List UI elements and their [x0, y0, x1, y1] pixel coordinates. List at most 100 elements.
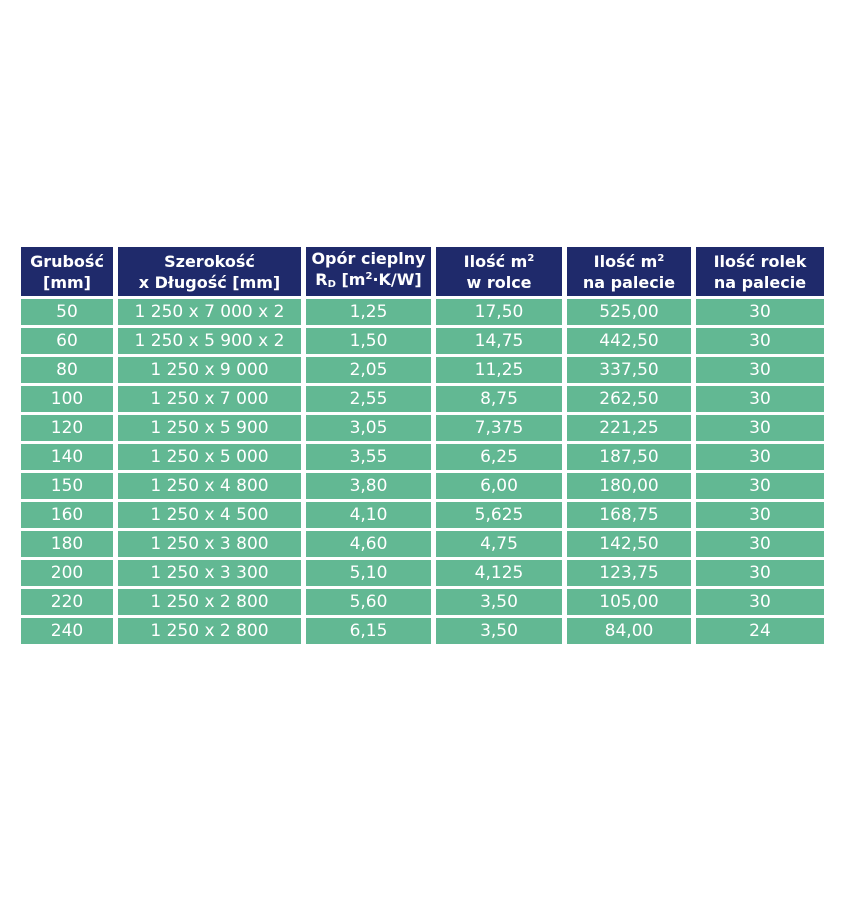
cell-thermal-resistance: 3,55 — [306, 444, 431, 470]
cell-thickness: 200 — [21, 560, 113, 586]
cell-thickness: 220 — [21, 589, 113, 615]
table-row: 50 1 250 x 7 000 x 2 1,25 17,50 525,00 30 — [21, 299, 824, 325]
table-row: 160 1 250 x 4 500 4,10 5,625 168,75 30 — [21, 502, 824, 528]
cell-rolls-per-pallet: 30 — [696, 415, 824, 441]
cell-thickness: 140 — [21, 444, 113, 470]
header-m2-per-roll: Ilość m2 w rolce — [436, 247, 562, 296]
cell-dimensions: 1 250 x 3 300 — [118, 560, 301, 586]
cell-thickness: 60 — [21, 328, 113, 354]
table-row: 240 1 250 x 2 800 6,15 3,50 84,00 24 — [21, 618, 824, 644]
cell-thermal-resistance: 5,10 — [306, 560, 431, 586]
table-row: 80 1 250 x 9 000 2,05 11,25 337,50 30 — [21, 357, 824, 383]
cell-dimensions: 1 250 x 4 500 — [118, 502, 301, 528]
header-dimensions: Szerokość x Długość [mm] — [118, 247, 301, 296]
header-text: Opór cieplny — [311, 249, 426, 268]
cell-dimensions: 1 250 x 5 000 — [118, 444, 301, 470]
cell-thickness: 180 — [21, 531, 113, 557]
cell-m2-per-pallet: 105,00 — [567, 589, 691, 615]
cell-rolls-per-pallet: 30 — [696, 560, 824, 586]
table-row: 220 1 250 x 2 800 5,60 3,50 105,00 30 — [21, 589, 824, 615]
cell-m2-per-roll: 11,25 — [436, 357, 562, 383]
cell-rolls-per-pallet: 24 — [696, 618, 824, 644]
header-text: Ilość m — [463, 251, 528, 271]
cell-dimensions: 1 250 x 9 000 — [118, 357, 301, 383]
cell-dimensions: 1 250 x 4 800 — [118, 473, 301, 499]
cell-m2-per-pallet: 221,25 — [567, 415, 691, 441]
cell-m2-per-roll: 6,00 — [436, 473, 562, 499]
header-rolls-per-pallet: Ilość rolek na palecie — [696, 247, 824, 296]
header-text: 2 — [365, 271, 373, 282]
table-row: 140 1 250 x 5 000 3,55 6,25 187,50 30 — [21, 444, 824, 470]
cell-m2-per-roll: 4,75 — [436, 531, 562, 557]
cell-thermal-resistance: 5,60 — [306, 589, 431, 615]
cell-m2-per-pallet: 262,50 — [567, 386, 691, 412]
table-row: 150 1 250 x 4 800 3,80 6,00 180,00 30 — [21, 473, 824, 499]
cell-thickness: 120 — [21, 415, 113, 441]
cell-m2-per-roll: 7,375 — [436, 415, 562, 441]
header-text: 2 — [527, 252, 535, 264]
header-thickness: Grubość [mm] — [21, 247, 113, 296]
cell-thermal-resistance: 4,10 — [306, 502, 431, 528]
cell-dimensions: 1 250 x 3 800 — [118, 531, 301, 557]
header-text: ·K/W] — [372, 270, 422, 289]
cell-dimensions: 1 250 x 2 800 — [118, 618, 301, 644]
product-spec-table: Grubość [mm] Szerokość x Długość [mm] Opór… — [16, 244, 829, 647]
table-row: 200 1 250 x 3 300 5,10 4,125 123,75 30 — [21, 560, 824, 586]
cell-thermal-resistance: 3,05 — [306, 415, 431, 441]
header-text: Grubość — [30, 251, 104, 271]
cell-dimensions: 1 250 x 2 800 — [118, 589, 301, 615]
cell-thermal-resistance: 6,15 — [306, 618, 431, 644]
header-text: na palecie — [713, 272, 807, 292]
header-text: [m — [335, 270, 366, 289]
cell-dimensions: 1 250 x 7 000 x 2 — [118, 299, 301, 325]
header-m2-per-pallet: Ilość m2 na palecie — [567, 247, 691, 296]
header-text: D — [327, 279, 336, 290]
cell-rolls-per-pallet: 30 — [696, 473, 824, 499]
header-text: Ilość rolek — [713, 251, 807, 271]
cell-m2-per-roll: 6,25 — [436, 444, 562, 470]
cell-rolls-per-pallet: 30 — [696, 386, 824, 412]
table-row: 120 1 250 x 5 900 3,05 7,375 221,25 30 — [21, 415, 824, 441]
cell-m2-per-roll: 3,50 — [436, 618, 562, 644]
cell-thickness: 100 — [21, 386, 113, 412]
cell-thermal-resistance: 4,60 — [306, 531, 431, 557]
cell-m2-per-pallet: 84,00 — [567, 618, 691, 644]
cell-m2-per-roll: 5,625 — [436, 502, 562, 528]
cell-thermal-resistance: 2,05 — [306, 357, 431, 383]
cell-m2-per-pallet: 142,50 — [567, 531, 691, 557]
header-text: R — [315, 270, 328, 289]
cell-rolls-per-pallet: 30 — [696, 444, 824, 470]
cell-thickness: 240 — [21, 618, 113, 644]
table-row: 180 1 250 x 3 800 4,60 4,75 142,50 30 — [21, 531, 824, 557]
cell-thermal-resistance: 2,55 — [306, 386, 431, 412]
header-text: Ilość m — [593, 251, 658, 271]
cell-thickness: 160 — [21, 502, 113, 528]
cell-rolls-per-pallet: 30 — [696, 299, 824, 325]
cell-rolls-per-pallet: 30 — [696, 589, 824, 615]
cell-thermal-resistance: 1,25 — [306, 299, 431, 325]
cell-rolls-per-pallet: 30 — [696, 502, 824, 528]
header-text: Szerokość — [164, 251, 255, 271]
cell-rolls-per-pallet: 30 — [696, 531, 824, 557]
cell-m2-per-pallet: 187,50 — [567, 444, 691, 470]
header-text: 2 — [657, 252, 665, 264]
cell-m2-per-pallet: 123,75 — [567, 560, 691, 586]
cell-m2-per-roll: 4,125 — [436, 560, 562, 586]
cell-thermal-resistance: 1,50 — [306, 328, 431, 354]
cell-m2-per-roll: 17,50 — [436, 299, 562, 325]
cell-m2-per-pallet: 337,50 — [567, 357, 691, 383]
cell-dimensions: 1 250 x 5 900 x 2 — [118, 328, 301, 354]
cell-m2-per-pallet: 442,50 — [567, 328, 691, 354]
cell-m2-per-pallet: 180,00 — [567, 473, 691, 499]
cell-m2-per-roll: 8,75 — [436, 386, 562, 412]
cell-dimensions: 1 250 x 5 900 — [118, 415, 301, 441]
cell-dimensions: 1 250 x 7 000 — [118, 386, 301, 412]
cell-m2-per-roll: 14,75 — [436, 328, 562, 354]
header-text: x Długość [mm] — [138, 272, 281, 292]
cell-thickness: 150 — [21, 473, 113, 499]
cell-m2-per-pallet: 168,75 — [567, 502, 691, 528]
header-thermal-resistance: Opór cieplny RD [m2·K/W] — [306, 247, 431, 296]
cell-rolls-per-pallet: 30 — [696, 328, 824, 354]
cell-m2-per-pallet: 525,00 — [567, 299, 691, 325]
cell-m2-per-roll: 3,50 — [436, 589, 562, 615]
